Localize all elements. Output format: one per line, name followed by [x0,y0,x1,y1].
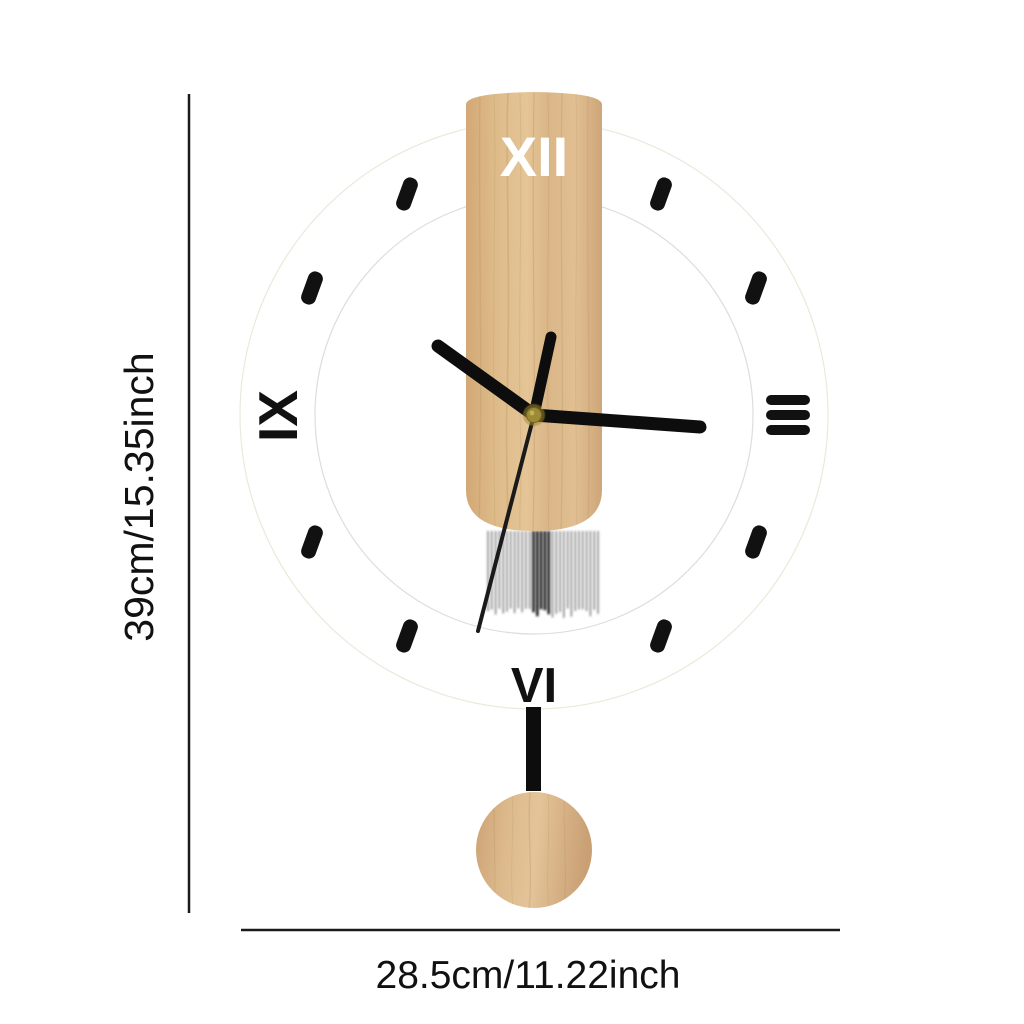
svg-text:IX: IX [247,390,309,442]
svg-text:39cm/15.35inch: 39cm/15.35inch [116,352,162,641]
svg-text:28.5cm/11.22inch: 28.5cm/11.22inch [376,954,681,997]
svg-text:XII: XII [500,125,568,188]
svg-text:VI: VI [511,659,557,713]
